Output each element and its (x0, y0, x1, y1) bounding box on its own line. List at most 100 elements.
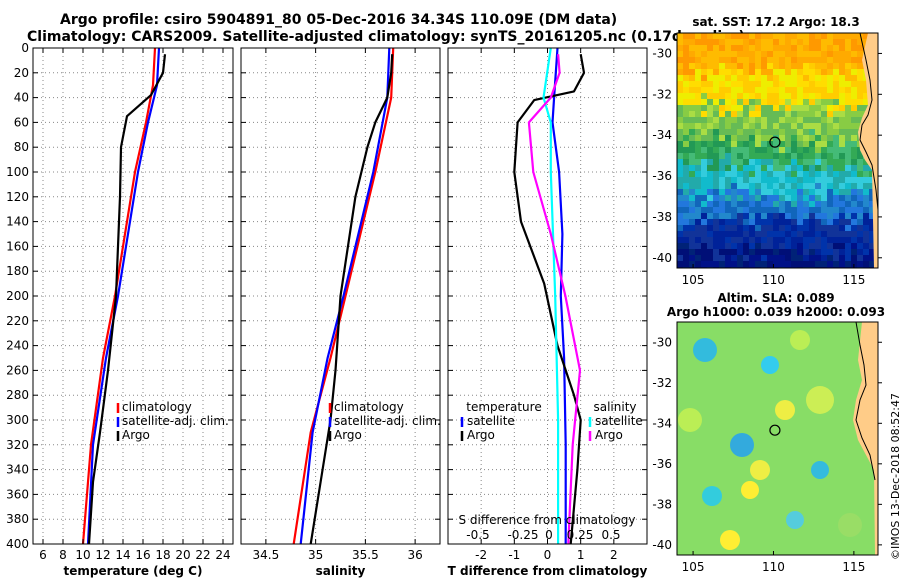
sst-cell (677, 189, 683, 195)
sst-cell (857, 213, 863, 219)
sst-cell (773, 87, 779, 93)
sst-cell (785, 219, 791, 225)
sst-cell (815, 129, 821, 135)
sst-cell (791, 51, 797, 57)
sst-cell (791, 165, 797, 171)
sst-cell (767, 255, 773, 261)
sst-cell (839, 183, 845, 189)
sst-cell (815, 177, 821, 183)
sst-cell (743, 45, 749, 51)
sst-cell (797, 81, 803, 87)
sst-cell (857, 189, 863, 195)
sst-cell (791, 213, 797, 219)
sst-cell (815, 111, 821, 117)
sst-cell (779, 135, 785, 141)
sst-cell (725, 237, 731, 243)
sst-cell (755, 165, 761, 171)
sst-cell (725, 129, 731, 135)
sst-cell (803, 177, 809, 183)
sst-cell (689, 39, 695, 45)
sst-cell (845, 33, 851, 39)
series-line-climatology (81, 48, 157, 544)
sst-cell (701, 87, 707, 93)
sst-cell (785, 159, 791, 165)
sst-cell (809, 147, 815, 153)
sst-cell (857, 57, 863, 63)
sst-cell (863, 237, 869, 243)
sst-cell (707, 129, 713, 135)
sst-cell (725, 39, 731, 45)
sst-cell (749, 69, 755, 75)
sst-cell (737, 261, 743, 267)
sst-cell (689, 45, 695, 51)
sst-cell (779, 93, 785, 99)
sst-cell (701, 225, 707, 231)
sst-cell (773, 213, 779, 219)
sst-cell (677, 93, 683, 99)
sst-cell (803, 231, 809, 237)
sst-cell (707, 225, 713, 231)
sst-cell (743, 111, 749, 117)
sst-cell (833, 237, 839, 243)
sst-cell (749, 165, 755, 171)
sst-cell (779, 255, 785, 261)
sst-cell (869, 225, 875, 231)
sst-cell (731, 183, 737, 189)
sst-cell (803, 147, 809, 153)
sst-cell (719, 105, 725, 111)
sst-cell (863, 99, 869, 105)
sst-cell (839, 39, 845, 45)
sst-cell (785, 69, 791, 75)
sst-cell (809, 111, 815, 117)
sst-cell (851, 231, 857, 237)
sst-cell (761, 165, 767, 171)
sst-cell (695, 51, 701, 57)
sst-cell (839, 135, 845, 141)
sst-cell (737, 123, 743, 129)
sst-cell (749, 183, 755, 189)
sst-cell (791, 231, 797, 237)
sst-field (677, 33, 878, 268)
sst-cell (707, 159, 713, 165)
map-x-tick-label: 105 (682, 273, 705, 287)
sst-cell (695, 81, 701, 87)
sst-cell (689, 81, 695, 87)
sst-cell (797, 261, 803, 267)
series-line-argo (309, 54, 394, 544)
sst-cell (677, 117, 683, 123)
sst-cell (845, 189, 851, 195)
sst-cell (869, 255, 875, 261)
sst-cell (695, 195, 701, 201)
sst-cell (755, 123, 761, 129)
sst-cell (749, 87, 755, 93)
sst-cell (713, 249, 719, 255)
sst-cell (725, 69, 731, 75)
sst-cell (803, 105, 809, 111)
sst-cell (785, 225, 791, 231)
sst-cell (731, 87, 737, 93)
sst-cell (869, 237, 875, 243)
map-y-tick-label: -32 (652, 87, 672, 101)
sst-cell (773, 105, 779, 111)
map-y-tick-label: -34 (652, 416, 672, 430)
sst-cell (719, 75, 725, 81)
top-tick-label: -0.5 (466, 528, 489, 542)
sst-cell (725, 243, 731, 249)
sst-cell (845, 225, 851, 231)
sst-cell (869, 207, 875, 213)
sst-cell (767, 69, 773, 75)
sst-cell (743, 117, 749, 123)
sst-cell (701, 183, 707, 189)
depth-tick-label: 80 (14, 140, 29, 154)
sst-cell (833, 177, 839, 183)
sst-cell (815, 189, 821, 195)
sst-cell (845, 171, 851, 177)
sst-cell (731, 123, 737, 129)
sst-cell (779, 207, 785, 213)
sst-cell (797, 255, 803, 261)
sst-cell (707, 51, 713, 57)
sst-cell (695, 75, 701, 81)
sst-cell (695, 93, 701, 99)
depth-tick-label: 320 (6, 438, 29, 452)
sst-cell (683, 141, 689, 147)
